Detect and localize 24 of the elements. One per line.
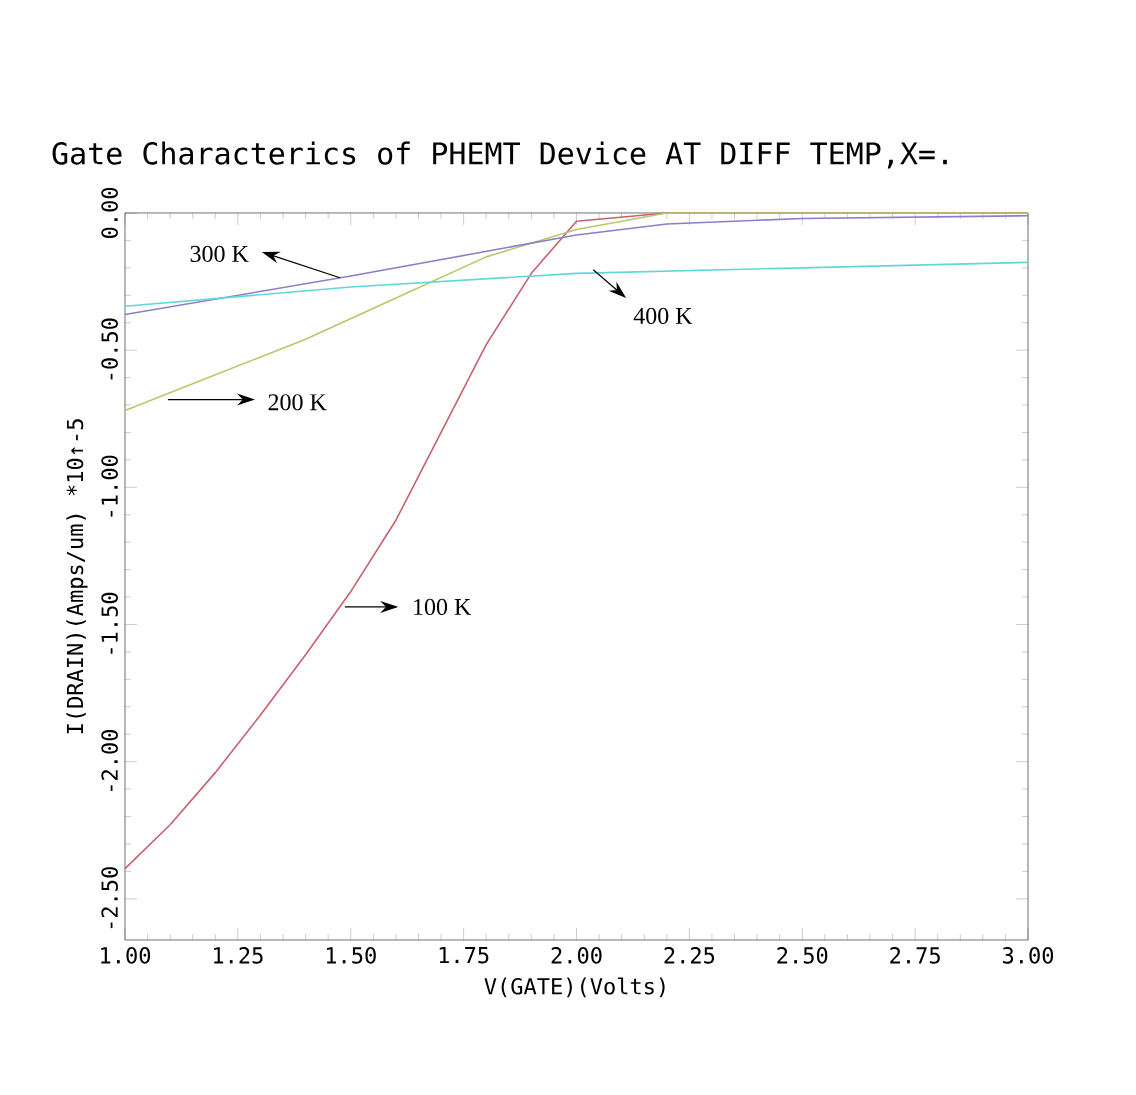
- x-tick-label: 3.00: [1002, 947, 1054, 964]
- chart-title: Gate Characterics of PHEMT Device AT DIFF TEMP,X=.: [52, 141, 947, 169]
- y-tick-label: -0.50: [101, 318, 118, 380]
- series-label: 400 K: [633, 307, 693, 325]
- x-tick-label: 1.00: [101, 947, 151, 964]
- x-tick-label: 1.50: [326, 947, 376, 964]
- x-tick-label: 1.75: [439, 947, 489, 964]
- x-tick-label: 1.25: [214, 947, 263, 964]
- y-axis-title: I(DRAIN)(Amps/um) *10↑-5: [66, 419, 88, 734]
- x-tick-label: 2.25: [664, 947, 715, 964]
- line-series: [124, 261, 1029, 308]
- line-series: [124, 212, 1029, 412]
- y-tick-label: 0.00: [101, 187, 118, 239]
- series-label: 300 K: [190, 245, 249, 262]
- x-tick-label: 2.00: [551, 947, 602, 964]
- x-tick-label: 2.50: [777, 947, 828, 964]
- y-tick-label: -2.50: [101, 867, 118, 929]
- y-tick-label: -1.00: [101, 455, 118, 517]
- x-tick-label: 2.75: [890, 947, 940, 964]
- y-tick-label: -1.50: [101, 592, 118, 654]
- series-label: 200 K: [268, 394, 327, 411]
- y-tick-label: -2.00: [101, 729, 118, 791]
- text: 100 K: [414, 598, 472, 616]
- x-axis-title: V(GATE)(Volts): [484, 977, 665, 998]
